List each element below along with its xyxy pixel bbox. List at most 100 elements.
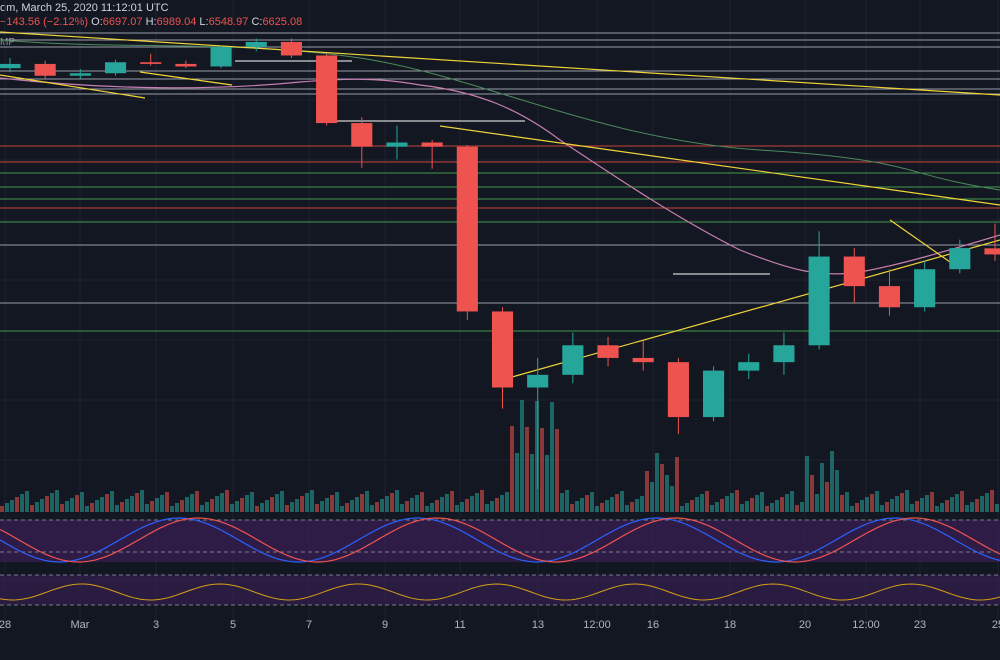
volume-bar bbox=[820, 463, 824, 512]
candle-body bbox=[386, 142, 408, 147]
trendline bbox=[139, 71, 233, 86]
x-tick-label: 20 bbox=[799, 619, 811, 631]
low-value: 6548.97 bbox=[208, 16, 249, 28]
volume-bar bbox=[275, 494, 279, 512]
volume-bar bbox=[185, 497, 189, 512]
volume-bar bbox=[75, 495, 79, 512]
volume-bar bbox=[315, 504, 319, 512]
volume-bar bbox=[805, 456, 809, 512]
volume-bar bbox=[385, 496, 389, 512]
open-label: O: bbox=[91, 16, 103, 28]
volume-bar bbox=[10, 500, 14, 512]
volume-bar bbox=[145, 504, 149, 512]
volume-bar bbox=[155, 498, 159, 512]
candle-body bbox=[69, 73, 91, 76]
volume-bar bbox=[285, 505, 289, 512]
volume-bar bbox=[390, 493, 394, 512]
volume-bar bbox=[785, 494, 789, 512]
volume-bar bbox=[200, 505, 204, 512]
candle-body bbox=[421, 142, 443, 147]
candle-body bbox=[0, 63, 21, 69]
volume-bar bbox=[475, 493, 479, 512]
volume-bar bbox=[240, 498, 244, 512]
volume-bar bbox=[905, 490, 909, 512]
volume-bar bbox=[720, 499, 724, 512]
x-tick-label: 11 bbox=[454, 619, 465, 631]
volume-bar bbox=[65, 501, 69, 512]
volume-bar bbox=[290, 502, 294, 512]
volume-bar bbox=[640, 496, 644, 512]
x-tick-label: 28 bbox=[0, 619, 11, 631]
volume-bar bbox=[20, 494, 24, 512]
volume-bar bbox=[790, 491, 794, 512]
volume-bar bbox=[800, 502, 804, 512]
volume-bar bbox=[430, 503, 434, 512]
volume-bar bbox=[655, 453, 659, 512]
trendline bbox=[511, 239, 1000, 378]
volume-bar bbox=[350, 500, 354, 512]
volume-bar bbox=[370, 505, 374, 512]
candle-body bbox=[34, 63, 56, 76]
trendline bbox=[889, 219, 951, 263]
volume-bar bbox=[620, 491, 624, 512]
trendline bbox=[439, 125, 1000, 206]
x-axis: 28 Mar 3 5 7 9 11 13 12:00 16 18 20 12:00 23 25 bbox=[0, 619, 1000, 631]
volume-bar bbox=[300, 496, 304, 512]
volume-bar bbox=[885, 502, 889, 512]
volume-bar bbox=[995, 504, 999, 512]
volume-bar bbox=[950, 497, 954, 512]
volume-bar bbox=[940, 503, 944, 512]
volume-bar bbox=[765, 506, 769, 512]
candles bbox=[0, 38, 1000, 489]
volume-bar bbox=[340, 506, 344, 512]
volume-bar bbox=[355, 497, 359, 512]
trendline bbox=[0, 31, 1000, 96]
volume-bar bbox=[890, 499, 894, 512]
high-label: H: bbox=[145, 16, 157, 28]
volume-bar bbox=[420, 492, 424, 512]
volume-bar bbox=[910, 504, 914, 512]
volume-bar bbox=[190, 494, 194, 512]
volume-bar bbox=[550, 402, 554, 512]
trendline bbox=[0, 74, 146, 99]
volume-bar bbox=[435, 500, 439, 512]
volume-bar bbox=[265, 500, 269, 512]
volume-bar bbox=[210, 499, 214, 512]
volume-bar bbox=[415, 495, 419, 512]
volume-bar bbox=[650, 482, 654, 512]
volume-bar bbox=[615, 494, 619, 512]
rsi-line bbox=[0, 583, 1000, 601]
candle-body bbox=[491, 311, 514, 388]
candle-body bbox=[914, 269, 936, 308]
low-label: L: bbox=[199, 16, 209, 28]
volume-bar bbox=[665, 475, 669, 512]
volume-bar bbox=[130, 496, 134, 512]
volume-bar bbox=[605, 500, 609, 512]
open-value: 6697.07 bbox=[102, 16, 143, 28]
volume-bar bbox=[755, 495, 759, 512]
candle-body bbox=[456, 146, 478, 312]
volume-bar bbox=[440, 497, 444, 512]
volume-bar bbox=[965, 505, 969, 512]
volume-bar bbox=[825, 482, 829, 512]
volume-bar bbox=[865, 497, 869, 512]
volume-bar bbox=[775, 500, 779, 512]
volume-bar bbox=[375, 502, 379, 512]
volume-bar bbox=[165, 492, 169, 512]
volume-bar bbox=[930, 492, 934, 512]
volume-bar bbox=[810, 475, 814, 512]
volume-bar bbox=[295, 499, 299, 512]
volume-bar bbox=[310, 490, 314, 512]
candle-body bbox=[280, 41, 302, 56]
volume-bar bbox=[485, 504, 489, 512]
x-tick-label: 9 bbox=[382, 619, 388, 631]
volume-bar bbox=[560, 493, 564, 512]
volume-bar bbox=[175, 503, 179, 512]
volume-bar bbox=[480, 490, 484, 512]
volume-bar bbox=[570, 504, 574, 512]
volume-bar bbox=[180, 500, 184, 512]
volume-bar bbox=[40, 499, 44, 512]
volume-bar bbox=[460, 502, 464, 512]
volume-bar bbox=[510, 426, 514, 512]
